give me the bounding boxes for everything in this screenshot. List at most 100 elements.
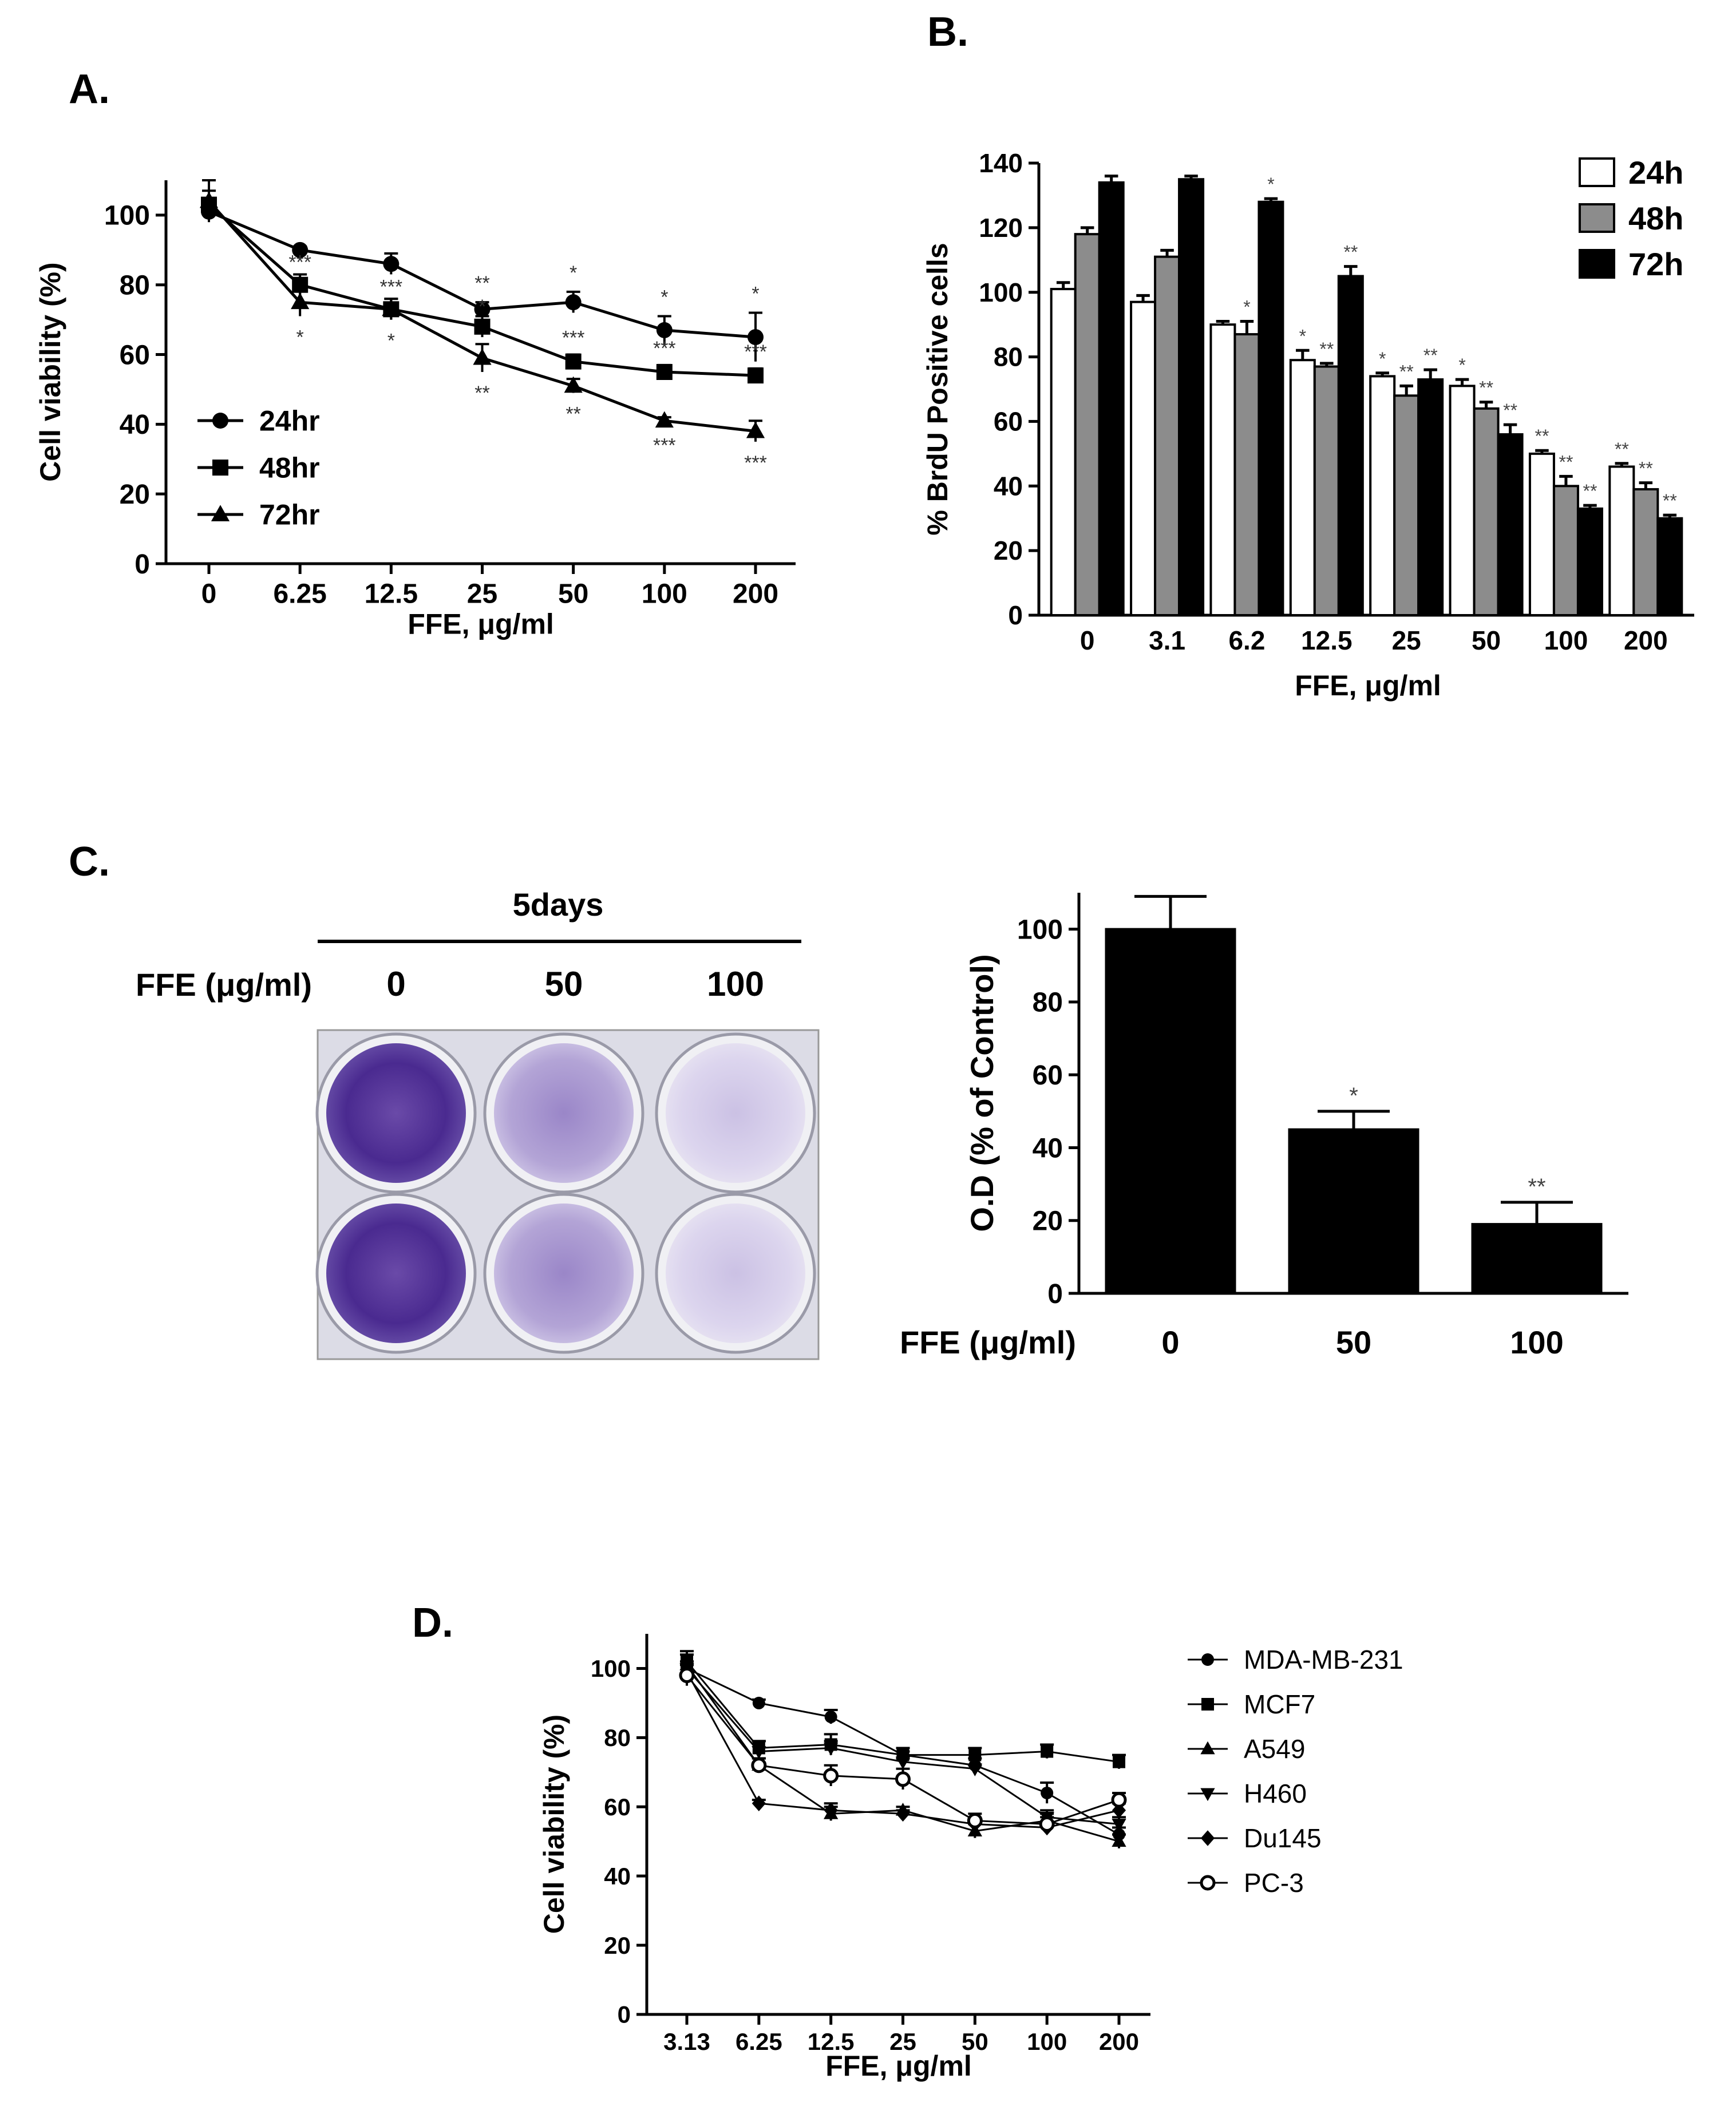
panel-a-point xyxy=(748,367,764,384)
panel-b-bar xyxy=(1098,181,1125,617)
panel-a-point xyxy=(655,411,674,428)
panel-b-y-tick-label: 140 xyxy=(979,148,1023,178)
panel-a-significance-label: *** xyxy=(653,434,676,456)
panel-c-y-tick-label: 100 xyxy=(1017,914,1063,945)
panel-a-y-axis-title: Cell viability (%) xyxy=(34,262,66,481)
panel-c-y-tick-label: 0 xyxy=(1047,1279,1063,1309)
panel-b-significance-label: ** xyxy=(1663,490,1677,511)
panel-a-significance-label: * xyxy=(296,327,304,349)
plate-dose-label: 100 xyxy=(707,965,764,1003)
panel-a-significance-label: *** xyxy=(744,341,767,363)
panel-a-legend-label: 72hr xyxy=(259,499,320,531)
panel-d-y-axis-title: Cell viability (%) xyxy=(538,1715,570,1934)
panel-a-x-tick-label: 200 xyxy=(733,579,778,609)
panel-b-y-tick-label: 40 xyxy=(994,471,1023,501)
panel-d-point xyxy=(896,1806,910,1822)
panel-a-x-tick-label: 12.5 xyxy=(365,579,418,609)
panel-b-bar xyxy=(1289,359,1316,616)
panel-b-x-tick-label: 25 xyxy=(1392,625,1421,655)
panel-b-bar xyxy=(1497,433,1524,616)
panel-b-bar xyxy=(1449,385,1476,616)
panel-c-x-tick-label: 0 xyxy=(1161,1324,1179,1360)
panel-c-x-tick-label: 50 xyxy=(1336,1324,1371,1360)
panel-a-significance-label: *** xyxy=(653,338,676,359)
panel-b-bar xyxy=(1209,323,1236,617)
panel-d-point xyxy=(967,1763,982,1776)
panel-b-significance-label: ** xyxy=(1535,426,1549,446)
panel-a-point xyxy=(382,299,401,316)
panel-a-y-tick-label: 0 xyxy=(135,549,150,580)
panel-d-point xyxy=(895,1756,911,1769)
panel-b-y-tick-label: 100 xyxy=(979,278,1023,307)
panel-d-y-tick-label: 100 xyxy=(591,1655,631,1682)
panel-b-significance-label: * xyxy=(1267,174,1274,195)
panel-a-series-24hr: ** ** * xyxy=(201,200,764,362)
panel-b-x-tick-label: 3.1 xyxy=(1149,625,1185,655)
panel-a-significance-label: * xyxy=(387,330,395,352)
panel-b-significance-label: * xyxy=(1243,297,1250,318)
panel-d-point xyxy=(751,1757,767,1773)
panel-d-point xyxy=(752,1696,765,1709)
panel-d-legend-label: Du145 xyxy=(1244,1823,1322,1853)
panel-a-point xyxy=(199,191,219,208)
panel-c-y-tick-label: 20 xyxy=(1033,1206,1063,1237)
panel-b-bar xyxy=(1178,178,1205,616)
panel-b-legend-swatch xyxy=(1579,249,1615,279)
panel-b-significance-label: ** xyxy=(1559,452,1573,472)
panel-a-x-axis-title: FFE, μg/ml xyxy=(408,608,554,640)
panel-b-bar xyxy=(1576,507,1603,616)
panel-a-point xyxy=(474,318,491,335)
panel-d-x-tick-label: 200 xyxy=(1099,2028,1139,2055)
panel-a-legend: 24hr 48hr 72hr xyxy=(197,405,320,531)
plate-dose-label: 0 xyxy=(386,965,405,1003)
panel-d-x-axis-title: FFE, μg/ml xyxy=(825,2050,972,2082)
panel-b-bar xyxy=(1154,255,1181,616)
panel-c-x-tick-label: 100 xyxy=(1510,1324,1563,1360)
panel-d-series-line xyxy=(686,1668,1120,1825)
panel-b-significance-label: * xyxy=(1458,355,1465,375)
panel-d-x-tick-label: 12.5 xyxy=(808,2028,855,2055)
panel-a-significance-label: ** xyxy=(474,382,489,404)
panel-d-y-tick-label: 60 xyxy=(604,1794,631,1820)
panel-a-y-tick-label: 80 xyxy=(120,271,150,301)
panel-b-y-tick-label: 0 xyxy=(1008,600,1023,630)
panel-b-bar xyxy=(1393,394,1420,616)
panel-c-bar xyxy=(1471,1223,1603,1294)
panel-b-significance-label: ** xyxy=(1583,481,1597,501)
panel-d-x-tick-label: 3.13 xyxy=(663,2028,710,2055)
panel-a-significance-label: *** xyxy=(288,252,311,274)
panel-d-legend-label: PC-3 xyxy=(1244,1868,1304,1898)
panel-a-chart: 0 20 40 60 80 100 0 6.25 12.5 25 50 100 200 FFE, μg/m… xyxy=(34,179,796,640)
panel-a-x-tick-label: 50 xyxy=(558,579,588,609)
panel-b-y-tick-label: 80 xyxy=(994,342,1023,372)
panel-c-y-tick-label: 40 xyxy=(1033,1133,1063,1163)
panel-a-legend-marker xyxy=(212,413,228,429)
panel-b-bar xyxy=(1552,485,1579,616)
panel-b-series-48h: ********* ** xyxy=(1074,226,1659,617)
panel-b-significance-label: ** xyxy=(1319,339,1334,359)
panel-d-legend-marker xyxy=(1201,1653,1214,1666)
panel-b-y-axis-title: % BrdU Positive cells xyxy=(922,243,954,535)
panel-b-significance-label: ** xyxy=(1615,439,1629,460)
panel-b-y-tick-label: 20 xyxy=(994,536,1023,565)
panel-d-point xyxy=(1112,1819,1126,1832)
panel-a-x-tick-label: 25 xyxy=(467,579,497,609)
panel-d-label: D. xyxy=(412,1600,453,1646)
panel-a-y-tick-label: 20 xyxy=(120,480,150,510)
panel-b-legend: 24h 48h 72h xyxy=(1579,155,1684,282)
panel-b-x-tick-label: 0 xyxy=(1080,625,1095,655)
panel-b-significance-label: ** xyxy=(1423,345,1438,366)
panel-a-legend-marker xyxy=(211,505,230,521)
panel-d-legend-marker xyxy=(1201,1698,1214,1711)
panel-b-significance-label: ** xyxy=(1639,458,1653,479)
plate-title: 5days xyxy=(513,886,604,923)
panel-a-y-tick-label: 100 xyxy=(104,201,150,231)
panel-b-significance-label: ** xyxy=(1503,400,1517,421)
panel-d-legend-marker xyxy=(1200,1875,1216,1891)
panel-b-bar xyxy=(1632,488,1659,617)
panel-a-y-tick-label: 60 xyxy=(120,340,150,370)
panel-d-point xyxy=(1041,1745,1054,1758)
panel-b-legend-label: 72h xyxy=(1628,246,1684,282)
panel-d-legend-label: MDA-MB-231 xyxy=(1244,1645,1403,1674)
